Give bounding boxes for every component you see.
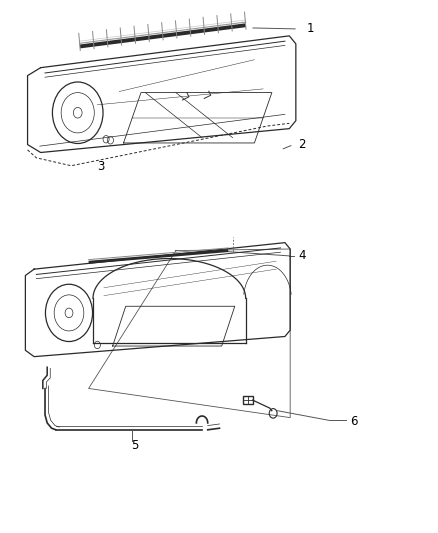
Text: 3: 3 bbox=[97, 160, 105, 173]
Text: 6: 6 bbox=[350, 415, 357, 428]
Text: 2: 2 bbox=[297, 138, 305, 151]
Text: 1: 1 bbox=[306, 22, 314, 36]
Text: 4: 4 bbox=[297, 249, 305, 262]
Text: 5: 5 bbox=[131, 439, 138, 452]
Bar bbox=[243, 396, 252, 404]
